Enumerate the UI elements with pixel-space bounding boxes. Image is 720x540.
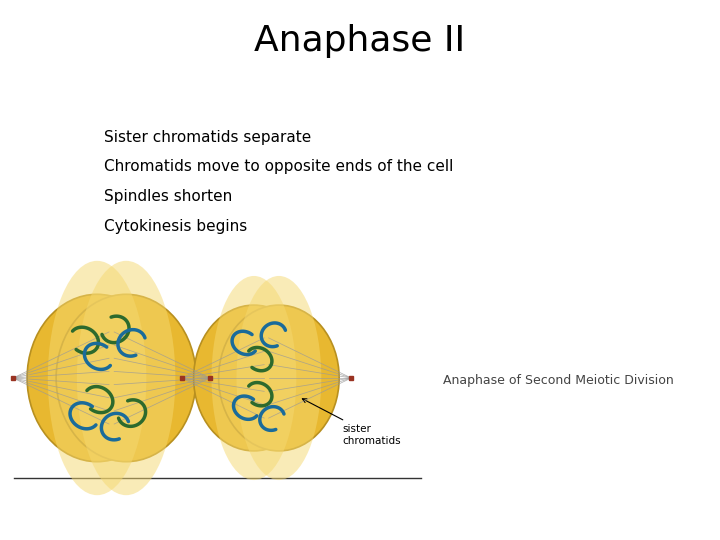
- Text: Anaphase II: Anaphase II: [254, 24, 466, 58]
- Ellipse shape: [212, 276, 297, 480]
- Text: Cytokinesis begins: Cytokinesis begins: [104, 219, 248, 234]
- Ellipse shape: [56, 294, 196, 462]
- Ellipse shape: [77, 261, 176, 495]
- Ellipse shape: [27, 294, 167, 462]
- Text: Anaphase of Second Meiotic Division: Anaphase of Second Meiotic Division: [443, 374, 673, 387]
- Ellipse shape: [236, 276, 321, 480]
- Ellipse shape: [219, 305, 339, 451]
- Text: Chromatids move to opposite ends of the cell: Chromatids move to opposite ends of the …: [104, 159, 454, 174]
- Text: Spindles shorten: Spindles shorten: [104, 189, 233, 204]
- Ellipse shape: [48, 261, 146, 495]
- Text: Sister chromatids separate: Sister chromatids separate: [104, 130, 312, 145]
- Text: sister
chromatids: sister chromatids: [302, 399, 400, 445]
- Ellipse shape: [194, 305, 314, 451]
